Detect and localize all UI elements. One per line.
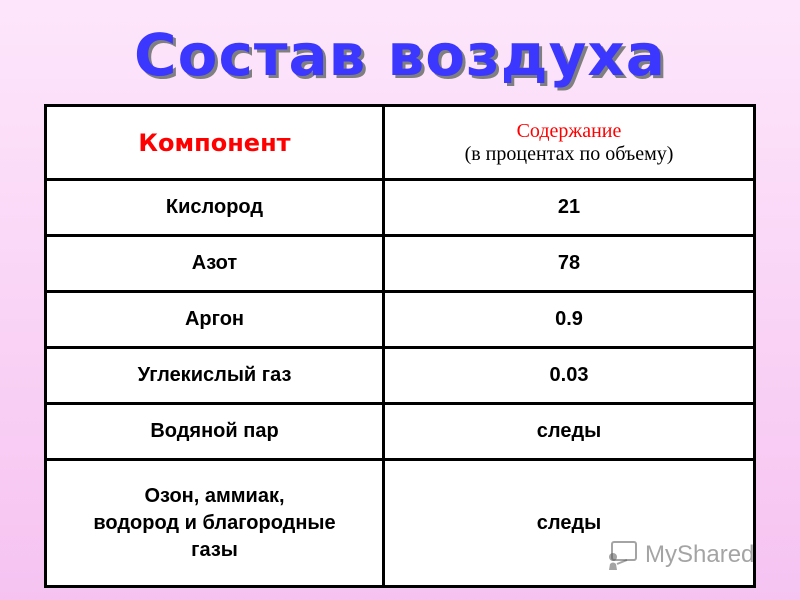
page-title: Состав воздуха xyxy=(134,21,666,89)
header-content-line1: Содержание xyxy=(516,119,622,142)
table-row-0-name: Кислород xyxy=(47,181,385,237)
table-row-5-name-line2: водород и благородные xyxy=(93,511,336,534)
table-row-3-name: Углекислый газ xyxy=(47,349,385,405)
table-row-1-name: Азот xyxy=(47,237,385,293)
header-content-line2: (в процентах по объему) xyxy=(464,142,674,165)
table-row-4-name: Водяной пар xyxy=(47,405,385,461)
table-row-5-name-line3: газы xyxy=(191,538,238,561)
title-area: Состав воздуха xyxy=(0,10,800,100)
table-row-5-name-line1: Озон, аммиак, xyxy=(144,484,285,507)
table-row-3-value: 0.03 xyxy=(385,349,753,405)
table-row-2-name: Аргон xyxy=(47,293,385,349)
composition-table: Компонент Содержание (в процентах по объ… xyxy=(44,104,756,588)
table-row-1-value: 78 xyxy=(385,237,753,293)
table-row-5-value: следы xyxy=(536,511,602,534)
table-row-5-name: Озон, аммиак, водород и благородные газы xyxy=(47,461,385,585)
header-content: Содержание (в процентах по объему) xyxy=(385,107,753,181)
header-component: Компонент xyxy=(47,107,385,181)
table-row-0-value: 21 xyxy=(385,181,753,237)
table-row-4-value: следы xyxy=(385,405,753,461)
table-row-2-value: 0.9 xyxy=(385,293,753,349)
